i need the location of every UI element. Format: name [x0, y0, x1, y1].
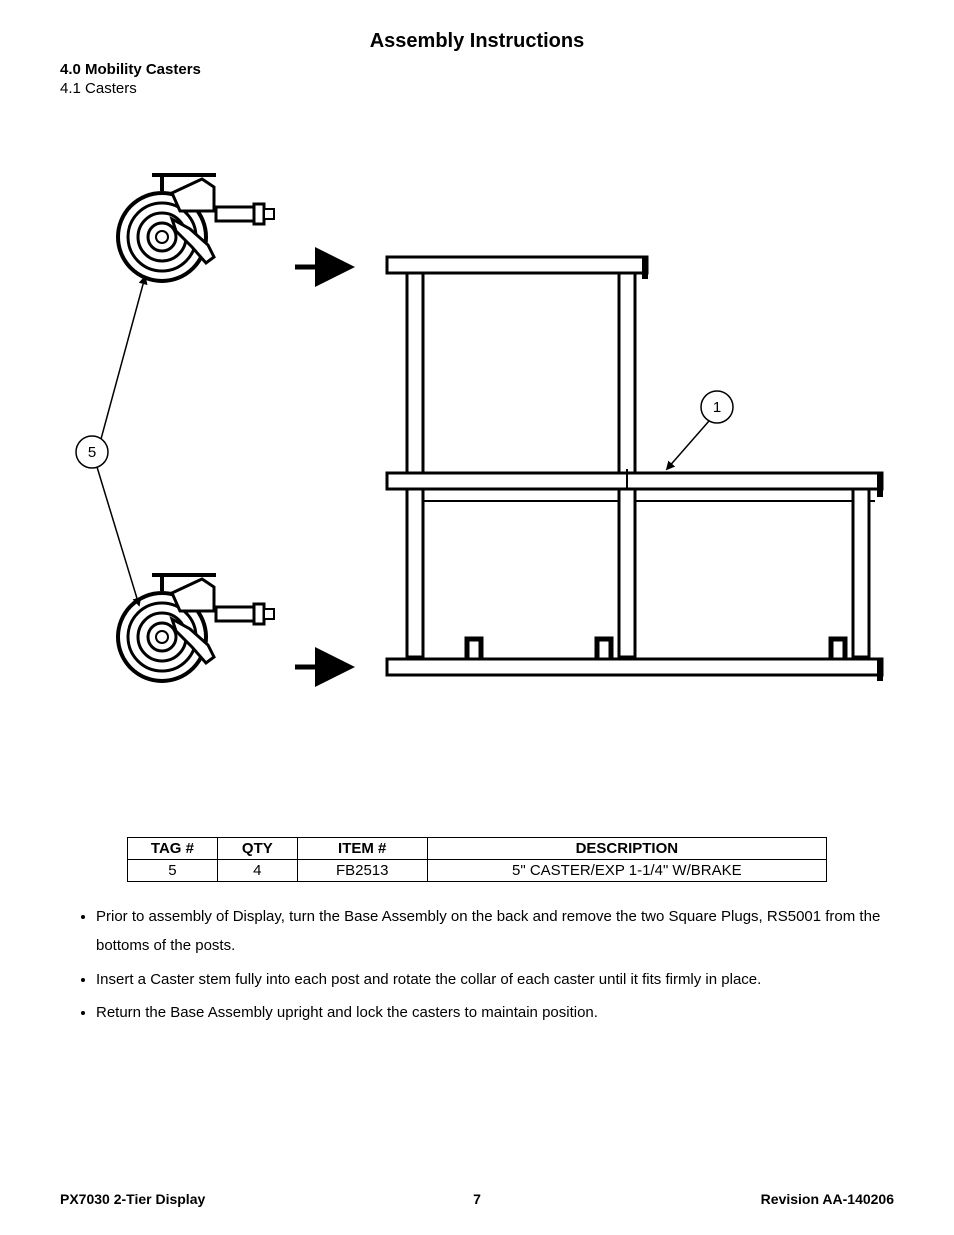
callout-5: 5 — [88, 444, 96, 461]
table-row: 5 4 FB2513 5" CASTER/EXP 1-1/4" W/BRAKE — [128, 860, 827, 882]
th-qty: QTY — [217, 838, 297, 860]
footer-page-number: 7 — [60, 1191, 894, 1207]
th-tag: TAG # — [128, 838, 218, 860]
page-footer: PX7030 2-Tier Display 7 Revision AA-1402… — [60, 1191, 894, 1207]
assembly-diagram: 5 — [60, 167, 894, 717]
page-title: Assembly Instructions — [60, 30, 894, 53]
section-heading: 4.0 Mobility Casters — [60, 61, 894, 78]
th-desc: DESCRIPTION — [427, 838, 826, 860]
td-tag: 5 — [128, 860, 218, 882]
parts-table: TAG # QTY ITEM # DESCRIPTION 5 4 FB2513 … — [127, 837, 827, 882]
table-header-row: TAG # QTY ITEM # DESCRIPTION — [128, 838, 827, 860]
th-item: ITEM # — [297, 838, 427, 860]
instruction-list: Prior to assembly of Display, turn the B… — [60, 902, 894, 1027]
list-item: Insert a Caster stem fully into each pos… — [96, 965, 894, 994]
td-qty: 4 — [217, 860, 297, 882]
callout-1: 1 — [713, 399, 721, 416]
td-item: FB2513 — [297, 860, 427, 882]
subsection-heading: 4.1 Casters — [60, 80, 894, 97]
td-desc: 5" CASTER/EXP 1-1/4" W/BRAKE — [427, 860, 826, 882]
list-item: Return the Base Assembly upright and loc… — [96, 998, 894, 1027]
list-item: Prior to assembly of Display, turn the B… — [96, 902, 894, 961]
